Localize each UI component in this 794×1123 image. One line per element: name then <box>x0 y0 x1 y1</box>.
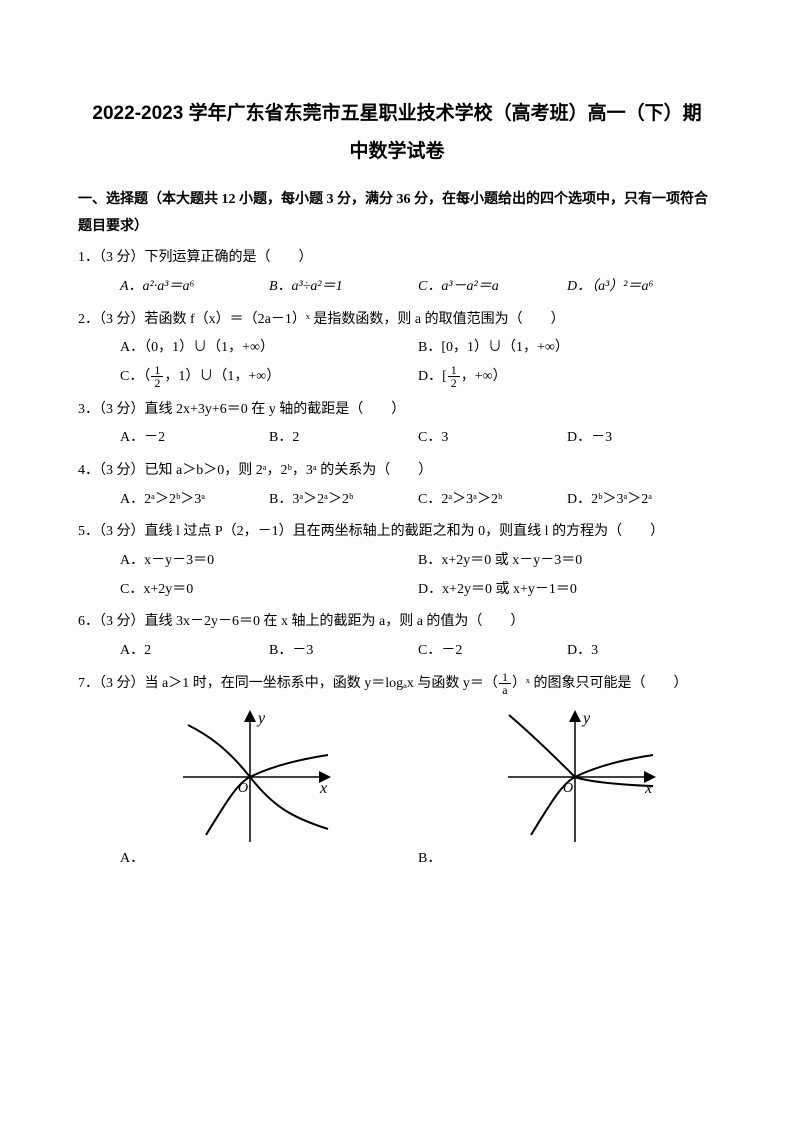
q5-opt-C: C．x+2y＝0 <box>120 576 418 605</box>
q4-stem: 4．（3 分）已知 a＞b＞0，则 2ᵃ，2ᵇ，3ᵃ 的关系为（ ） <box>78 457 716 486</box>
q1-stem: 1．（3 分）下列运算正确的是（ ） <box>78 244 716 273</box>
q4-opt-D: D．2ᵇ＞3ᵃ＞2ᵃ <box>567 486 716 515</box>
q7-stem: 7．（3 分）当 a＞1 时，在同一坐标系中，函数 y＝logₐx 与函数 y＝… <box>78 670 716 699</box>
svg-text:x: x <box>319 780 327 797</box>
q4-options: A．2ᵃ＞2ᵇ＞3ᵃ B．3ᵃ＞2ᵃ＞2ᵇ C．2ᵃ＞3ᵃ＞2ᵇ D．2ᵇ＞3ᵃ… <box>78 486 716 515</box>
q3-opt-B: B．2 <box>269 424 418 453</box>
q4-opt-A: A．2ᵃ＞2ᵇ＞3ᵃ <box>120 486 269 515</box>
q3-opt-C: C．3 <box>418 424 567 453</box>
q6-opt-C: C．－2 <box>418 637 567 666</box>
q7-graph-labels: A． B． <box>78 847 716 867</box>
q7-graphs: O x y O x y <box>78 707 716 847</box>
exam-page: 2022-2023 学年广东省东莞市五星职业技术学校（高考班）高一（下）期 中数… <box>0 0 794 1123</box>
q2-opt-D: D．[12，+∞） <box>418 363 716 392</box>
q6-stem: 6．（3 分）直线 3x－2y－6＝0 在 x 轴上的截距为 a，则 a 的值为… <box>78 608 716 637</box>
q7-opt-A: A． <box>120 847 418 867</box>
page-title: 2022-2023 学年广东省东莞市五星职业技术学校（高考班）高一（下）期 中数… <box>78 95 716 171</box>
svg-text:O: O <box>238 781 248 796</box>
q3-opt-D: D．－3 <box>567 424 716 453</box>
q5-options-row1: A．x－y－3＝0 B．x+2y＝0 或 x－y－3＝0 <box>78 547 716 576</box>
q6-opt-A: A．2 <box>120 637 269 666</box>
q2-options-row2: C．（12，1）∪（1，+∞） D．[12，+∞） <box>78 363 716 392</box>
q6-opt-D: D．3 <box>567 637 716 666</box>
title-line-1: 2022-2023 学年广东省东莞市五星职业技术学校（高考班）高一（下）期 <box>78 95 716 133</box>
q5-opt-A: A．x－y－3＝0 <box>120 547 418 576</box>
q3-opt-A: A．－2 <box>120 424 269 453</box>
q6-opt-B: B．－3 <box>269 637 418 666</box>
q2-opt-C: C．（12，1）∪（1，+∞） <box>120 363 418 392</box>
q2-opt-A: A．（0，1）∪（1，+∞） <box>120 334 418 363</box>
q7-graph-B: O x y <box>503 707 658 847</box>
q5-opt-B: B．x+2y＝0 或 x－y－3＝0 <box>418 547 716 576</box>
q1-opt-C: C．a³－a²＝a <box>418 273 567 302</box>
svg-text:O: O <box>563 781 573 796</box>
q1-opt-A: A．a²·a³＝a⁶ <box>120 273 269 302</box>
q5-options-row2: C．x+2y＝0 D．x+2y＝0 或 x+y－1＝0 <box>78 576 716 605</box>
svg-text:y: y <box>256 710 266 727</box>
svg-text:y: y <box>581 710 591 727</box>
q5-opt-D: D．x+2y＝0 或 x+y－1＝0 <box>418 576 716 605</box>
q1-options: A．a²·a³＝a⁶ B．a³÷a²＝1 C．a³－a²＝a D．（a³）²＝a… <box>78 273 716 302</box>
q4-opt-B: B．3ᵃ＞2ᵃ＞2ᵇ <box>269 486 418 515</box>
q3-stem: 3．（3 分）直线 2x+3y+6＝0 在 y 轴的截距是（ ） <box>78 396 716 425</box>
q4-opt-C: C．2ᵃ＞3ᵃ＞2ᵇ <box>418 486 567 515</box>
q2-stem: 2．（3 分）若函数 f（x）＝（2a－1）ˣ 是指数函数，则 a 的取值范围为… <box>78 306 716 335</box>
q2-opt-B: B．[0，1）∪（1，+∞） <box>418 334 716 363</box>
q3-options: A．－2 B．2 C．3 D．－3 <box>78 424 716 453</box>
svg-text:x: x <box>644 780 652 797</box>
q7-graph-A: O x y <box>178 707 333 847</box>
q1-opt-D: D．（a³）²＝a⁶ <box>567 273 716 302</box>
q6-options: A．2 B．－3 C．－2 D．3 <box>78 637 716 666</box>
title-line-2: 中数学试卷 <box>78 133 716 171</box>
section-heading: 一、选择题（本大题共 12 小题，每小题 3 分，满分 36 分，在每小题给出的… <box>78 187 716 240</box>
q5-stem: 5．（3 分）直线 l 过点 P（2，－1）且在两坐标轴上的截距之和为 0，则直… <box>78 518 716 547</box>
q1-opt-B: B．a³÷a²＝1 <box>269 273 418 302</box>
q7-opt-B: B． <box>418 847 716 867</box>
q2-options-row1: A．（0，1）∪（1，+∞） B．[0，1）∪（1，+∞） <box>78 334 716 363</box>
